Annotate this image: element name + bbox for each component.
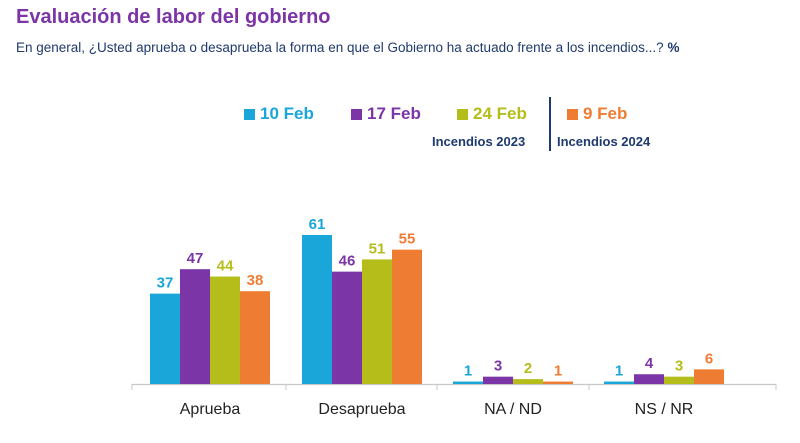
legend-group-2023: Incendios 2023 xyxy=(432,134,526,149)
legend-divider xyxy=(549,97,551,151)
bar-desaprueba-2 xyxy=(362,259,392,384)
legend-item-17-feb: 17 Feb xyxy=(351,104,421,124)
bar-ns-nr-3 xyxy=(694,369,724,384)
legend-item-9-feb: 9 Feb xyxy=(567,104,627,124)
legend-label: 10 Feb xyxy=(260,104,314,123)
bar-ns-nr-0 xyxy=(604,381,634,384)
data-label: 2 xyxy=(524,360,532,377)
bar-na-nd-0 xyxy=(453,381,483,384)
legend-label: 17 Feb xyxy=(367,104,421,123)
bar-desaprueba-1 xyxy=(332,271,362,384)
legend-swatch xyxy=(244,108,255,120)
data-label: 51 xyxy=(369,240,386,257)
legend-swatch xyxy=(567,108,578,120)
x-tick-label: NA / ND xyxy=(484,401,542,418)
bar-ns-nr-2 xyxy=(664,376,694,384)
bar-aprueba-2 xyxy=(210,276,240,384)
data-label: 47 xyxy=(187,250,204,267)
legend-item-24-feb: 24 Feb xyxy=(457,104,527,124)
data-label: 1 xyxy=(554,363,562,380)
data-label: 6 xyxy=(705,350,713,367)
data-label: 3 xyxy=(675,358,683,375)
bar-ns-nr-1 xyxy=(634,374,664,384)
data-label: 44 xyxy=(217,258,234,275)
data-label: 38 xyxy=(247,272,264,289)
data-label: 37 xyxy=(157,275,174,292)
x-tick-label: Aprueba xyxy=(180,401,241,418)
x-tick-label: Desaprueba xyxy=(318,401,405,418)
bar-na-nd-2 xyxy=(513,379,543,384)
chart-subtitle: En general, ¿Usted aprueba o desaprueba … xyxy=(16,40,679,55)
chart-title: Evaluación de labor del gobierno xyxy=(16,6,331,28)
bar-aprueba-1 xyxy=(180,269,210,384)
legend-label: 9 Feb xyxy=(583,104,628,123)
bar-aprueba-3 xyxy=(240,291,270,384)
bar-na-nd-1 xyxy=(483,376,513,384)
legend-label: 24 Feb xyxy=(473,104,527,123)
data-label: 61 xyxy=(309,216,326,233)
subtitle-text: En general, ¿Usted aprueba o desaprueba … xyxy=(16,40,664,55)
legend-swatch xyxy=(457,108,468,120)
data-label: 4 xyxy=(645,355,654,372)
x-tick-label: NS / NR xyxy=(635,401,694,418)
data-label: 3 xyxy=(494,358,502,375)
legend-item-10-feb: 10 Feb xyxy=(244,104,314,124)
bar-desaprueba-3 xyxy=(392,249,422,384)
data-label: 55 xyxy=(399,231,416,248)
unit-label: % xyxy=(667,40,680,55)
legend-group-2024: Incendios 2024 xyxy=(557,134,651,149)
bar-na-nd-3 xyxy=(543,381,573,384)
legend-swatch xyxy=(351,108,362,120)
bar-aprueba-0 xyxy=(150,293,180,384)
data-label: 1 xyxy=(615,363,623,380)
data-label: 46 xyxy=(339,253,356,270)
data-label: 1 xyxy=(464,363,472,380)
bar-desaprueba-0 xyxy=(302,235,332,384)
